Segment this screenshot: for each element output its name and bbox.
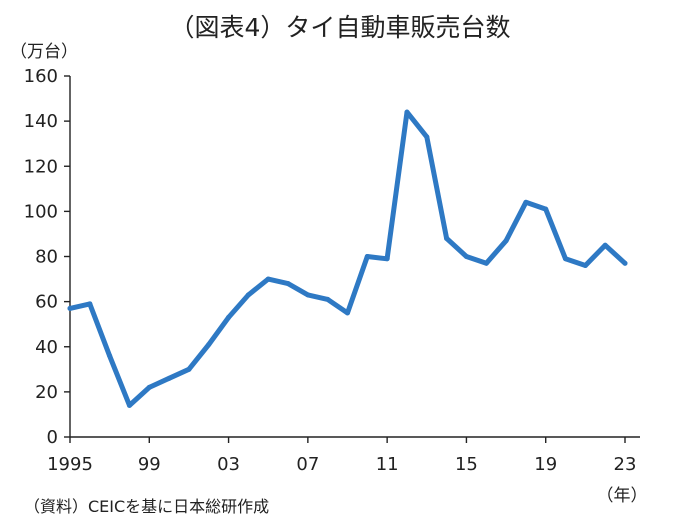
x-tick-label: 11	[376, 454, 399, 475]
x-axis-unit-label: （年）	[597, 486, 648, 506]
data-point	[146, 384, 152, 390]
data-point	[325, 296, 331, 302]
data-point	[305, 292, 311, 298]
y-tick-label: 120	[24, 156, 58, 177]
y-tick-label: 100	[24, 201, 58, 222]
x-tick-label: 1995	[47, 454, 93, 475]
x-tick-label: 23	[614, 454, 637, 475]
data-point	[523, 199, 529, 205]
data-point	[206, 341, 212, 347]
y-axis: 0 20 40 60 80 100 120 140 160	[24, 66, 70, 448]
y-tick-label: 20	[35, 382, 58, 403]
data-point	[265, 276, 271, 282]
y-tick-label: 40	[35, 337, 58, 358]
y-axis-unit-label: （万台）	[10, 42, 78, 62]
data-point	[126, 402, 132, 408]
x-tick-label: 07	[296, 454, 319, 475]
data-point	[107, 353, 113, 359]
data-point	[444, 235, 450, 241]
data-point	[602, 242, 608, 248]
data-point	[186, 366, 192, 372]
source-note: （資料）CEICを基に日本総研作成	[24, 497, 269, 516]
data-point	[166, 375, 172, 381]
data-point	[483, 260, 489, 266]
data-point	[543, 206, 549, 212]
data-point	[87, 301, 93, 307]
data-point	[245, 292, 251, 298]
y-tick-label: 0	[47, 427, 58, 448]
x-axis: 1995 99 03 07 11 15 19 23	[47, 437, 636, 475]
data-point	[345, 310, 350, 316]
data-point	[424, 134, 430, 140]
data-point	[384, 256, 390, 262]
data-point	[582, 263, 588, 269]
data-point	[503, 238, 509, 244]
y-tick-label: 140	[24, 111, 58, 132]
data-point	[67, 305, 73, 311]
data-point	[226, 314, 232, 320]
data-point	[622, 260, 628, 266]
y-tick-label: 60	[35, 292, 58, 313]
data-point	[404, 109, 410, 115]
x-tick-label: 19	[534, 454, 557, 475]
data-point	[364, 254, 370, 259]
x-tick-label: 15	[455, 454, 478, 475]
x-tick-label: 03	[217, 454, 240, 475]
y-tick-label: 80	[35, 247, 58, 268]
data-point	[463, 254, 469, 259]
x-tick-label: 99	[138, 454, 161, 475]
series-line	[67, 109, 628, 408]
chart-title: （図表4）タイ自動車販売台数	[170, 13, 511, 42]
y-tick-label: 160	[24, 66, 58, 87]
series-group	[67, 109, 628, 408]
data-point	[285, 281, 291, 287]
data-point	[563, 256, 569, 262]
